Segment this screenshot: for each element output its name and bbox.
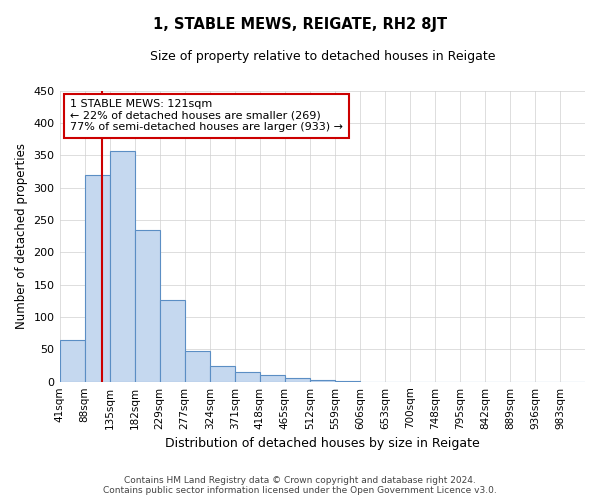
Bar [59,340,85,382]
Bar [185,352,209,382]
Bar [209,366,235,382]
X-axis label: Distribution of detached houses by size in Reigate: Distribution of detached houses by size … [165,437,479,450]
Bar [235,372,260,382]
Title: Size of property relative to detached houses in Reigate: Size of property relative to detached ho… [149,50,495,63]
Text: Contains HM Land Registry data © Crown copyright and database right 2024.
Contai: Contains HM Land Registry data © Crown c… [103,476,497,495]
Text: 1 STABLE MEWS: 121sqm
← 22% of detached houses are smaller (269)
77% of semi-det: 1 STABLE MEWS: 121sqm ← 22% of detached … [70,100,343,132]
Bar [285,378,310,382]
Bar [310,380,335,382]
Bar [335,381,360,382]
Bar [110,150,134,382]
Bar [85,174,110,382]
Bar [260,375,285,382]
Bar [134,230,160,382]
Text: 1, STABLE MEWS, REIGATE, RH2 8JT: 1, STABLE MEWS, REIGATE, RH2 8JT [153,18,447,32]
Bar [160,300,185,382]
Y-axis label: Number of detached properties: Number of detached properties [15,143,28,329]
